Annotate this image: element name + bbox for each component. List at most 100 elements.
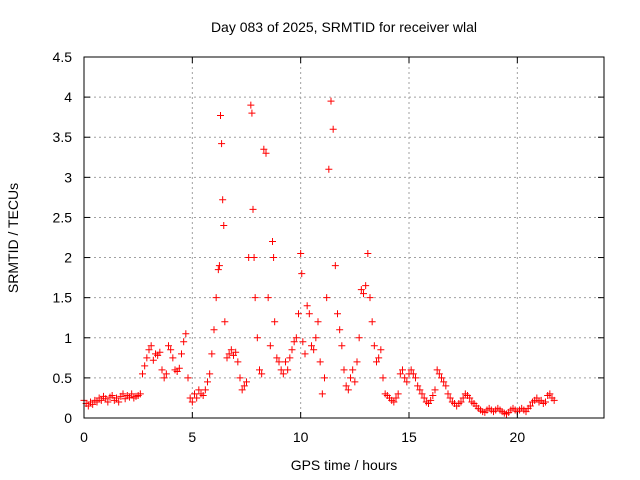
data-point: [342, 382, 350, 390]
data-point: [314, 318, 322, 326]
data-point: [429, 392, 437, 400]
data-point: [247, 101, 255, 109]
y-tick-label: 1.5: [53, 290, 73, 306]
data-point: [435, 370, 443, 378]
data-point: [143, 354, 151, 362]
data-point: [160, 374, 168, 382]
data-point: [214, 266, 222, 274]
data-point: [292, 334, 300, 342]
data-point: [438, 374, 445, 382]
data-point: [353, 358, 361, 366]
data-point: [93, 398, 101, 406]
data-point: [370, 342, 378, 350]
data-point: [427, 396, 435, 404]
data-point: [264, 294, 272, 302]
data-point: [396, 370, 404, 378]
data-point: [238, 386, 246, 394]
data-point: [390, 398, 398, 406]
data-point: [139, 370, 146, 378]
data-point: [141, 362, 149, 370]
data-point: [334, 310, 341, 318]
data-point: [266, 342, 274, 350]
data-point: [262, 149, 270, 157]
x-tick-label: 10: [293, 429, 309, 445]
data-point: [188, 398, 196, 406]
data-point: [113, 394, 120, 402]
data-point: [351, 378, 359, 386]
data-point: [260, 145, 268, 153]
data-point: [310, 346, 318, 354]
data-point: [329, 125, 337, 133]
y-tick-label: 0: [64, 410, 72, 426]
data-point: [227, 346, 235, 354]
data-point: [416, 386, 424, 394]
data-point: [128, 390, 136, 398]
data-point: [84, 402, 92, 410]
data-point: [279, 370, 287, 378]
data-point: [526, 402, 534, 410]
data-point: [147, 342, 155, 350]
data-point: [201, 386, 209, 394]
y-tick-label: 3: [64, 169, 72, 185]
data-point: [162, 370, 170, 378]
data-point: [433, 366, 441, 374]
data-point: [232, 348, 240, 356]
data-point: [220, 221, 228, 229]
data-point: [277, 366, 285, 374]
data-point: [225, 350, 233, 358]
data-point: [403, 378, 411, 386]
data-point: [158, 366, 166, 374]
data-point: [156, 348, 164, 356]
data-point: [299, 338, 307, 346]
data-point: [373, 358, 380, 366]
data-point: [273, 354, 281, 362]
data-point: [368, 318, 376, 326]
data-point: [193, 394, 201, 402]
y-tick-label: 1: [64, 330, 72, 346]
data-point: [182, 330, 190, 338]
y-tick-label: 0.5: [53, 370, 73, 386]
data-point: [288, 346, 296, 354]
data-point: [542, 398, 549, 406]
data-point: [186, 394, 194, 402]
data-point: [360, 290, 367, 298]
data-point: [412, 374, 419, 382]
data-point: [250, 254, 258, 262]
data-point: [234, 358, 242, 366]
data-point: [303, 302, 311, 310]
data-point: [256, 366, 263, 374]
data-point: [305, 310, 313, 318]
data-point: [270, 254, 278, 262]
data-point: [167, 346, 175, 354]
data-point: [136, 390, 144, 398]
data-point: [165, 342, 172, 350]
data-point: [340, 366, 348, 374]
data-point: [212, 294, 220, 302]
data-point: [253, 334, 261, 342]
data-point: [297, 250, 305, 258]
data-point: [290, 338, 298, 346]
data-point: [104, 398, 112, 406]
data-point: [236, 374, 244, 382]
data-point: [282, 358, 289, 366]
y-tick-label: 2.5: [53, 209, 73, 225]
data-point: [191, 390, 198, 398]
y-axis-label: SRMTID / TECUs: [5, 183, 21, 293]
data-point: [459, 394, 467, 402]
data-point: [301, 350, 309, 358]
data-point: [420, 394, 428, 402]
plot-frame: [83, 56, 605, 419]
data-point: [243, 378, 250, 386]
data-point: [240, 382, 248, 390]
data-point: [97, 396, 105, 404]
data-point: [208, 350, 216, 358]
grid: [84, 57, 604, 418]
data-point: [349, 366, 357, 374]
data-point: [440, 378, 448, 386]
data-point: [149, 356, 157, 364]
data-point: [175, 364, 183, 372]
data-point: [195, 386, 203, 394]
data-point: [446, 394, 454, 402]
data-point: [119, 390, 127, 398]
